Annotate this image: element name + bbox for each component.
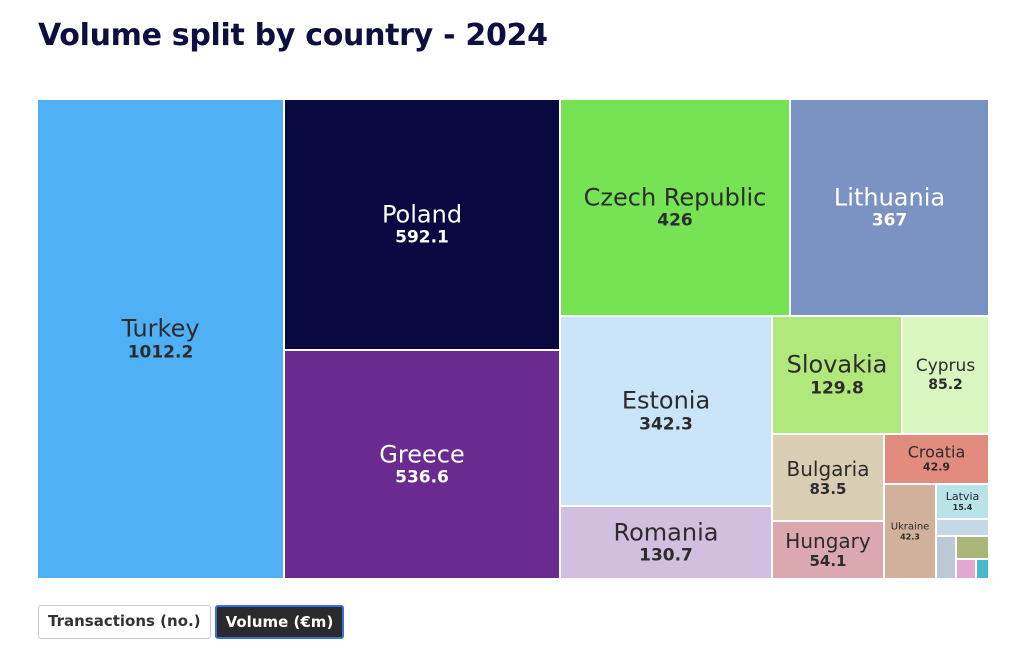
tile-label: Bulgaria	[786, 456, 870, 481]
tile-value: 42.9	[922, 460, 951, 474]
metric-toggle: Transactions (no.) Volume (€m)	[38, 605, 345, 639]
transactions-button[interactable]: Transactions (no.)	[38, 605, 211, 639]
chart-title: Volume split by country - 2024	[38, 18, 548, 53]
tile-value: 367	[871, 210, 908, 231]
tile-label: Lithuania	[833, 182, 946, 211]
treemap-tile-czech-republic[interactable]: Czech Republic 426	[560, 99, 790, 316]
tile-label: Croatia	[907, 442, 966, 462]
tile-value: 54.1	[809, 551, 847, 570]
tile-value: 1012.2	[127, 342, 194, 363]
tile-value: 15.4	[952, 503, 973, 513]
tile-value: 342.3	[639, 414, 693, 435]
treemap-tile-latvia[interactable]: Latvia 15.4	[936, 484, 989, 519]
treemap-tile-poland[interactable]: Poland 592.1	[284, 99, 560, 350]
treemap-tile-ukraine[interactable]: Ukraine 42.3	[884, 484, 936, 579]
treemap-tile-bulgaria[interactable]: Bulgaria 83.5	[772, 434, 884, 521]
tile-label: Hungary	[785, 528, 871, 553]
tile-value: 85.2	[928, 376, 963, 393]
treemap-tile-romania[interactable]: Romania 130.7	[560, 506, 772, 579]
treemap-tile-hungary[interactable]: Hungary 54.1	[772, 521, 884, 579]
tile-label: Ukraine	[890, 521, 930, 533]
tile-label: Poland	[381, 199, 463, 228]
treemap: Turkey 1012.2 Poland 592.1 Greece 536.6 Czech …	[37, 99, 989, 579]
treemap-tile-croatia[interactable]: Croatia 42.9	[884, 434, 989, 484]
treemap-tile-cyprus[interactable]: Cyprus 85.2	[902, 316, 989, 434]
tile-label: Estonia	[621, 386, 711, 415]
tile-value: 592.1	[395, 227, 449, 248]
tile-value: 129.8	[810, 378, 864, 399]
tile-label: Turkey	[121, 314, 200, 343]
tile-label: Cyprus	[915, 356, 976, 377]
tile-label: Slovakia	[786, 350, 888, 379]
treemap-tile-estonia[interactable]: Estonia 342.3	[560, 316, 772, 506]
volume-button[interactable]: Volume (€m)	[214, 605, 345, 639]
treemap-tile-other-17[interactable]	[956, 559, 976, 579]
treemap-tile-other-18[interactable]	[976, 559, 989, 579]
tile-value: 83.5	[809, 479, 847, 498]
treemap-tile-other-16[interactable]	[956, 536, 989, 559]
treemap-tile-other-14[interactable]	[936, 519, 989, 536]
tile-value: 42.3	[900, 532, 920, 542]
treemap-tile-lithuania[interactable]: Lithuania 367	[790, 99, 989, 316]
tile-value: 426	[657, 210, 693, 231]
tile-label: Czech Republic	[583, 182, 767, 211]
treemap-tile-slovakia[interactable]: Slovakia 129.8	[772, 316, 902, 434]
treemap-tile-other-15[interactable]	[936, 536, 956, 579]
tile-label: Romania	[613, 517, 719, 546]
tile-value: 536.6	[395, 467, 449, 488]
treemap-tile-turkey[interactable]: Turkey 1012.2	[37, 99, 284, 579]
treemap-tile-greece[interactable]: Greece 536.6	[284, 350, 560, 579]
tile-label: Latvia	[945, 489, 980, 503]
tile-value: 130.7	[639, 545, 693, 566]
tile-label: Greece	[379, 439, 465, 468]
